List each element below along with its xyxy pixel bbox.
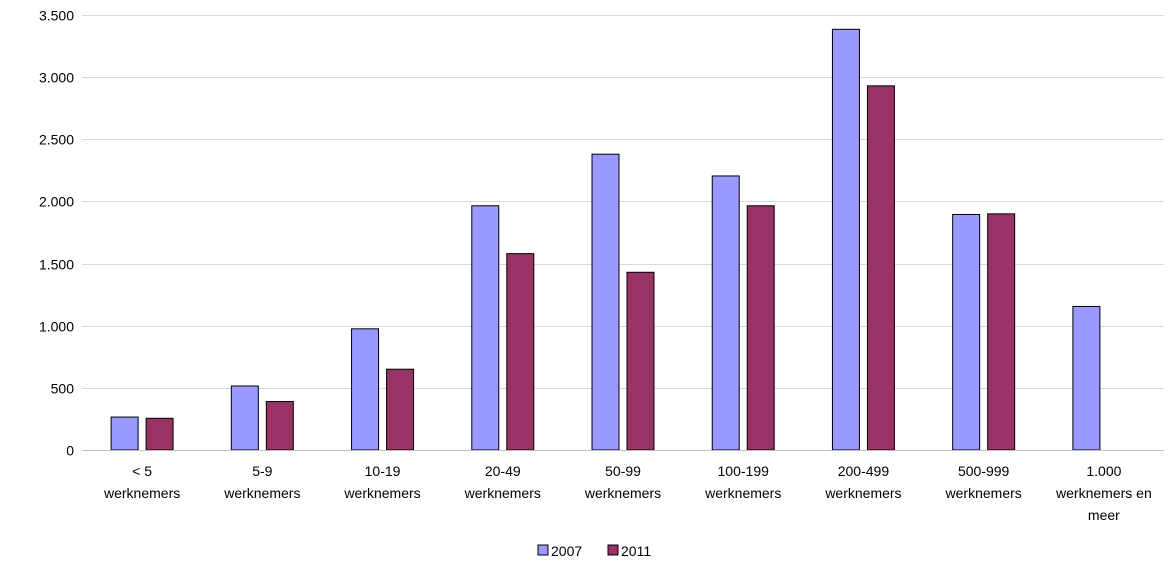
- y-tick-label: 2.000: [39, 194, 74, 210]
- legend-label-2007: 2007: [551, 543, 582, 559]
- bar-2007-3: [471, 205, 500, 451]
- bars: [110, 28, 1101, 451]
- x-category-label: werknemers: [464, 485, 541, 501]
- x-category-label: werknemers: [704, 485, 781, 501]
- bar-2011-2: [386, 368, 415, 451]
- y-tick-label: 2.500: [39, 132, 74, 148]
- y-tick-label: 500: [51, 381, 75, 397]
- bar-2011-6: [866, 85, 895, 451]
- bar-2007-5: [711, 175, 740, 451]
- bar-2007-8: [1072, 305, 1101, 451]
- bar-2011-5: [746, 205, 775, 451]
- x-axis-category-labels: < 5 werknemers 5-9 werknemers 10-19 werknemer…: [103, 463, 1152, 523]
- x-category-label: meer: [1088, 507, 1120, 523]
- bar-2007-1: [230, 385, 259, 451]
- x-category-label: werknemers: [223, 485, 300, 501]
- y-axis-tick-labels: 0 500 1.000 1.500 2.000 2.500 3.000 3.500: [39, 8, 74, 459]
- x-category-label: < 5: [132, 463, 152, 479]
- bar-2007-2: [351, 328, 380, 451]
- y-tick-label: 1.000: [39, 319, 74, 335]
- y-tick-label: 3.000: [39, 70, 74, 86]
- bar-2007-0: [110, 416, 139, 451]
- gridlines: [82, 15, 1164, 389]
- x-category-label: 200-499: [838, 463, 890, 479]
- x-category-label: 20-49: [485, 463, 521, 479]
- legend-swatch-2011: [607, 544, 619, 556]
- y-tick-label: 3.500: [39, 8, 74, 24]
- x-category-label: 5-9: [252, 463, 272, 479]
- bar-2011-7: [987, 213, 1016, 451]
- x-category-label: werknemers: [945, 485, 1022, 501]
- x-category-label: werknemers: [824, 485, 901, 501]
- x-category-label: 50-99: [605, 463, 641, 479]
- x-category-label: 1.000: [1086, 463, 1121, 479]
- legend-swatch-2007: [537, 544, 549, 556]
- x-category-label: werknemers en: [1055, 485, 1152, 501]
- y-tick-label: 1.500: [39, 257, 74, 273]
- x-category-label: 100-199: [718, 463, 770, 479]
- bar-2011-0: [145, 417, 174, 451]
- bar-2007-7: [952, 213, 981, 451]
- bar-2007-4: [591, 153, 620, 451]
- y-tick-label: 0: [66, 443, 74, 459]
- x-category-label: werknemers: [584, 485, 661, 501]
- bar-2011-1: [265, 401, 294, 451]
- x-category-label: werknemers: [103, 485, 180, 501]
- x-category-label: 500-999: [958, 463, 1010, 479]
- bar-2011-4: [626, 271, 655, 451]
- x-category-label: werknemers: [343, 485, 420, 501]
- bar-2007-6: [831, 28, 860, 451]
- bar-2011-3: [506, 253, 535, 451]
- legend: 2007 2011: [537, 543, 651, 559]
- x-category-label: 10-19: [365, 463, 401, 479]
- legend-label-2011: 2011: [621, 543, 651, 559]
